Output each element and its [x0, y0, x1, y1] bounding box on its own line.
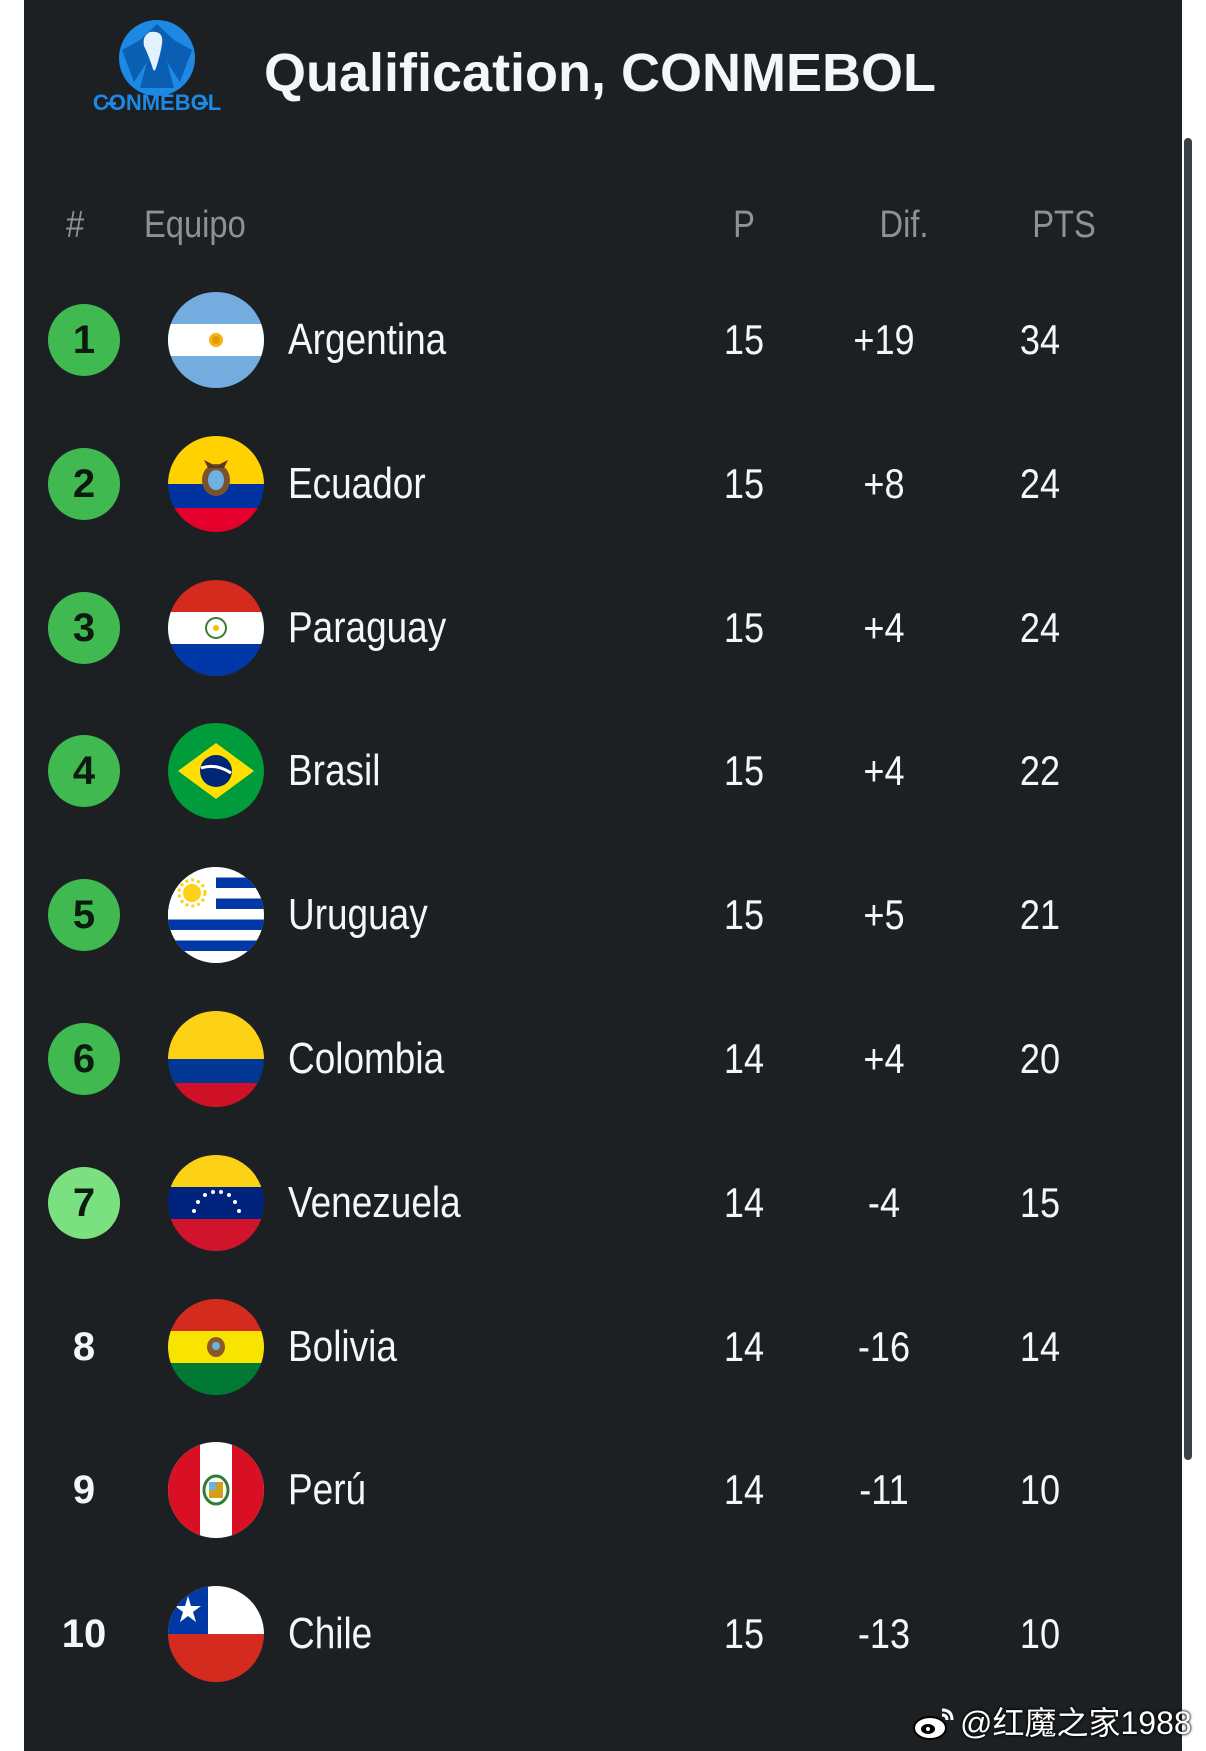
team-name[interactable]: Argentina — [288, 315, 447, 364]
table-row[interactable]: 8 Bolivia 14 -16 14 — [24, 1275, 1182, 1419]
goal-diff-cell: +5 — [863, 891, 905, 939]
weibo-icon — [912, 1706, 956, 1742]
goal-diff-cell: -16 — [857, 1322, 911, 1370]
conmebol-logo: CONMEBOL — [92, 10, 222, 130]
team-name[interactable]: Colombia — [288, 1034, 445, 1083]
table-row[interactable]: 10 Chile 15 -13 10 — [24, 1562, 1182, 1706]
rank-badge: 4 — [48, 735, 120, 808]
argentina-flag-icon — [168, 292, 264, 388]
table-row[interactable]: 7 Venezuela 14 -4 15 — [24, 1131, 1182, 1275]
colombia-flag-icon — [168, 1011, 264, 1107]
played-cell: 14 — [723, 1322, 765, 1370]
played-cell: 15 — [723, 891, 765, 939]
chile-flag-icon — [168, 1586, 264, 1683]
goal-diff-cell: +4 — [863, 603, 905, 651]
rank-badge: 8 — [72, 1324, 96, 1369]
page-title: Qualification, CONMEBOL — [264, 43, 937, 103]
points-cell: 34 — [1019, 316, 1061, 363]
played-cell: 14 — [723, 1466, 765, 1514]
team-name[interactable]: Chile — [288, 1609, 373, 1659]
goal-diff-cell: +8 — [863, 459, 905, 507]
team-name[interactable]: Perú — [288, 1465, 367, 1515]
points-cell: 15 — [1019, 1178, 1061, 1226]
table-row[interactable]: 4 Brasil 15 +4 22 — [24, 699, 1182, 843]
goal-diff-cell: -13 — [857, 1610, 911, 1658]
rank-badge: 3 — [48, 591, 120, 664]
team-name[interactable]: Ecuador — [288, 458, 426, 508]
logo-text: CONMEBOL — [93, 90, 221, 115]
team-name[interactable]: Uruguay — [288, 890, 428, 940]
played-cell: 15 — [723, 1610, 765, 1658]
goal-diff-cell: +4 — [863, 747, 905, 795]
table-row[interactable]: 9 Perú 14 -11 10 — [24, 1418, 1182, 1562]
venezuela-flag-icon — [168, 1154, 264, 1251]
watermark-text: @红魔之家1988 — [960, 1705, 1192, 1741]
uruguay-flag-icon — [168, 867, 264, 964]
points-cell: 14 — [1019, 1322, 1061, 1370]
paraguay-flag-icon — [168, 579, 264, 676]
table-row[interactable]: 3 Paraguay 15 +4 24 — [24, 556, 1182, 700]
played-cell: 15 — [723, 459, 765, 507]
points-cell: 24 — [1019, 459, 1061, 507]
table-row[interactable]: 5 Uruguay 15 +5 21 — [24, 843, 1182, 987]
played-cell: 14 — [723, 1035, 765, 1082]
played-cell: 15 — [723, 747, 765, 795]
col-header-points: PTS — [1032, 204, 1096, 246]
ecuador-flag-icon — [168, 435, 264, 532]
points-cell: 20 — [1019, 1035, 1061, 1082]
col-header-rank: # — [66, 204, 85, 246]
points-cell: 24 — [1019, 603, 1061, 651]
team-name[interactable]: Bolivia — [288, 1321, 397, 1371]
col-header-played: P — [733, 204, 755, 246]
scrollbar[interactable] — [1184, 138, 1192, 1460]
points-cell: 10 — [1019, 1610, 1061, 1658]
played-cell: 14 — [723, 1178, 765, 1226]
team-name[interactable]: Brasil — [288, 746, 381, 796]
table-row[interactable]: 6 Colombia 14 +4 20 — [24, 987, 1182, 1131]
rank-badge: 1 — [48, 304, 120, 376]
team-name[interactable]: Paraguay — [288, 602, 447, 652]
goal-diff-cell: -4 — [867, 1178, 901, 1226]
points-cell: 10 — [1019, 1466, 1061, 1514]
rank-badge: 7 — [48, 1166, 120, 1239]
rank-badge: 9 — [72, 1468, 96, 1513]
table-row[interactable]: 1 Argentina 15 +19 34 — [24, 268, 1182, 412]
goal-diff-cell: +4 — [863, 1035, 905, 1082]
points-cell: 21 — [1019, 891, 1061, 939]
played-cell: 15 — [723, 603, 765, 651]
col-header-team: Equipo — [144, 204, 246, 246]
goal-diff-cell: +19 — [853, 316, 915, 363]
points-cell: 22 — [1019, 747, 1061, 795]
team-name[interactable]: Venezuela — [288, 1177, 461, 1227]
rank-badge: 2 — [48, 447, 120, 520]
played-cell: 15 — [723, 316, 765, 363]
table-row[interactable]: 2 Ecuador 15 +8 24 — [24, 412, 1182, 556]
col-header-diff: Dif. — [879, 204, 929, 246]
rank-badge: 6 — [48, 1023, 120, 1095]
goal-diff-cell: -11 — [859, 1466, 909, 1514]
peru-flag-icon — [168, 1442, 264, 1539]
rank-badge: 10 — [61, 1612, 107, 1657]
brazil-flag-icon — [168, 723, 264, 820]
rank-badge: 5 — [48, 879, 120, 952]
bolivia-flag-icon — [168, 1298, 264, 1395]
